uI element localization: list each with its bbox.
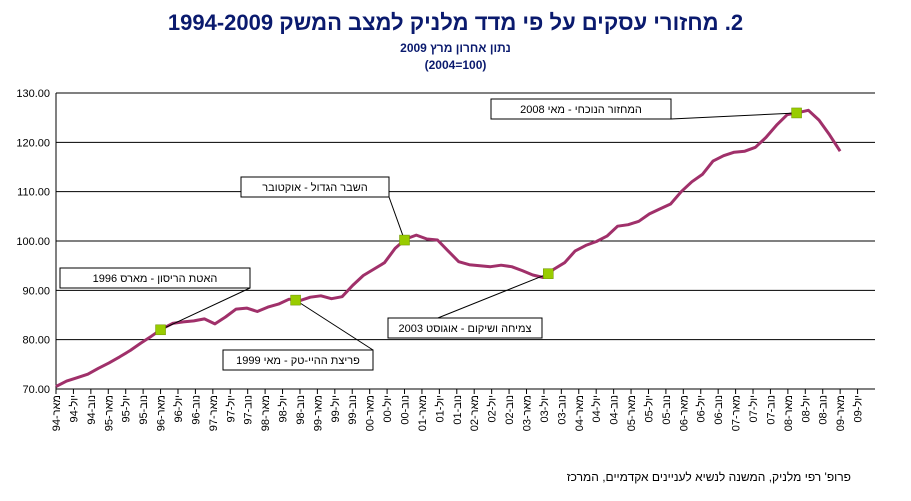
x-tick-label: יול-94 [67,395,80,422]
x-tick-label: יול-01 [433,395,446,422]
x-tick-label: יול-07 [747,395,760,422]
chart-subtitle-date: נתון אחרון מרץ 2009 [400,41,511,55]
x-tick-label: יול-02 [486,395,499,422]
chart-title: 2. מחזורי עסקים על פי מדד מלניק למצב המש… [167,10,744,35]
x-tick-label: מאר-06 [678,395,690,431]
x-tick-label: מאר-07 [731,395,743,431]
x-tick-label: יול-97 [224,395,237,422]
x-tick-label: נוב-99 [347,395,359,425]
x-tick-label: יול-06 [695,395,708,422]
y-tick-label: 90.00 [22,285,50,297]
turning-point-marker [399,234,410,246]
annotation-box [387,317,543,339]
annotation-label: פריצת ההיי-טק - מאי 1999 [236,355,360,367]
annotation-label: השבר הגדול - אוקטובר [262,181,367,194]
annotation-box [59,267,251,289]
x-tick-label: יול-95 [120,395,133,422]
x-tick-label: מאר-09 [835,395,847,431]
x-tick-label: מאר-94 [51,395,63,431]
annotation-box [240,176,390,198]
x-tick-label: מאר-98 [260,395,272,431]
x-tick-label: נוב-05 [661,395,673,425]
x-tick-label: מאר-00 [365,395,377,431]
x-tick-label: נוב-02 [504,395,516,425]
y-tick-label: 100.00 [16,236,50,248]
annotation-box [490,98,672,120]
chart-subtitle-base: (2004=100) [424,58,487,72]
y-tick-label: 130.00 [16,88,50,100]
x-tick-label: מאר-04 [574,395,586,431]
y-tick-label: 70.00 [22,384,50,396]
x-tick-label: מאר-02 [469,395,481,431]
annotation-label: צמיחה ושיקום - אוגוסט 2003 [399,323,532,335]
x-tick-label: נוב-06 [713,395,725,425]
source-credit: פרופ' רפי מלניק, המשנה לנשיא לעניינים אק… [566,470,851,484]
x-tick-label: יול-03 [538,395,551,422]
x-tick-label: יול-04 [590,395,603,422]
y-tick-label: 80.00 [22,335,50,347]
turning-point-marker [290,294,301,306]
x-tick-label: נוב-07 [765,395,777,425]
x-tick-label: נוב-96 [190,395,202,425]
x-tick-label: יול-05 [642,395,655,422]
annotation-leader [160,287,251,331]
annotation-box [222,349,374,371]
x-tick-label: מאר-99 [312,395,324,431]
x-tick-label: נוב-04 [609,395,621,425]
x-tick-label: מאר-08 [783,395,795,431]
x-tick-label: נוב-95 [138,395,150,425]
x-tick-label: נוב-97 [243,395,255,425]
x-tick-label: נוב-03 [556,395,568,425]
y-tick-label: 110.00 [17,187,50,199]
x-tick-label: נוב-08 [818,395,830,425]
turning-point-marker [155,324,166,336]
annotation-leader [295,299,374,351]
x-tick-label: יול-09 [852,395,865,422]
x-tick-label: מאר-96 [156,395,168,431]
turning-point-marker [791,107,802,119]
x-tick-label: יול-96 [172,395,185,422]
annotation-leader [388,196,405,241]
x-tick-label: נוב-00 [400,395,412,425]
x-tick-label: נוב-98 [295,395,307,425]
x-tick-label: יול-99 [329,395,342,422]
y-tick-label: 120.00 [16,137,50,149]
x-tick-label: מאר-97 [208,395,220,431]
x-tick-label: מאר-95 [103,395,115,431]
x-tick-label: יול-08 [799,395,812,422]
x-tick-label: יול-00 [381,395,394,422]
x-tick-label: מאר-03 [521,395,533,431]
x-tick-label: יול-98 [277,395,290,422]
x-tick-label: נוב-94 [86,395,98,425]
annotation-leader [670,112,797,120]
x-tick-label: מאר-01 [417,395,429,431]
annotation-label: האטת הריסון - מארס 1996 [93,273,218,285]
annotation-label: המחזור הנוכחי - מאי 2008 [520,104,642,116]
x-tick-label: נוב-01 [452,395,464,425]
series-line [55,108,842,388]
x-tick-label: מאר-05 [626,395,638,431]
turning-point-marker [543,268,554,279]
